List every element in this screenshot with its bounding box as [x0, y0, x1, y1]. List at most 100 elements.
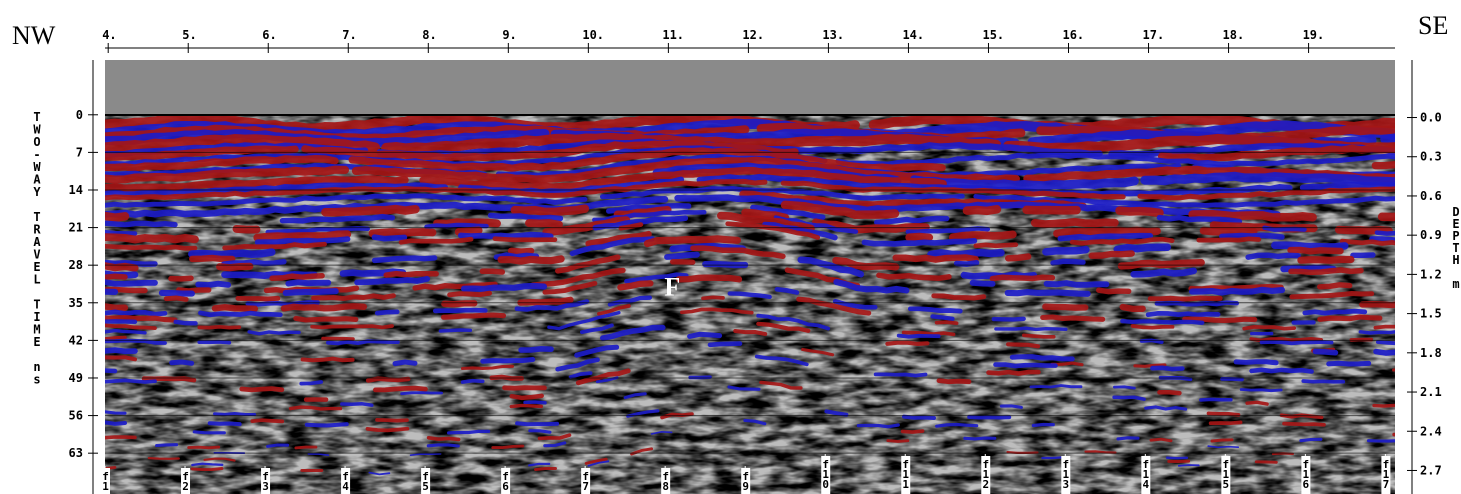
reflection: [296, 318, 356, 320]
y-tick-label: 21: [69, 221, 83, 235]
reflection: [1001, 406, 1021, 408]
reflection: [1320, 285, 1350, 287]
reflection: [189, 447, 219, 448]
y2-tick-label: 2.4: [1420, 424, 1442, 438]
reflection: [95, 289, 145, 291]
reflection: [1342, 241, 1432, 244]
reflection: [899, 336, 939, 337]
reflection: [461, 235, 551, 237]
reflection: [1382, 216, 1412, 217]
reflection: [1133, 326, 1173, 328]
reflection: [95, 312, 165, 315]
x-tick-label: 13.: [822, 28, 844, 42]
reflection: [1045, 307, 1085, 308]
reflection: [171, 278, 191, 279]
reflection: [858, 425, 898, 427]
marker-label: f6: [499, 470, 512, 490]
reflection: [95, 321, 135, 322]
reflection: [673, 262, 693, 263]
reflection: [249, 332, 299, 334]
marker-label: f14: [1139, 458, 1152, 488]
reflection: [939, 381, 969, 382]
marker-label: f10: [819, 458, 832, 488]
reflection: [286, 291, 336, 293]
reflection: [1211, 422, 1241, 423]
reflection: [1377, 233, 1407, 234]
reflection: [511, 251, 531, 252]
reflection: [953, 234, 1013, 237]
reflection: [521, 349, 551, 350]
reflection: [284, 306, 364, 308]
reflection: [312, 326, 392, 327]
reflection: [1043, 317, 1103, 319]
marker-label: f15: [1219, 458, 1232, 488]
y-tick-label: 28: [69, 258, 83, 272]
reflection: [1394, 369, 1424, 370]
reflection: [252, 420, 282, 421]
reflection: [530, 431, 550, 433]
reflection: [95, 371, 115, 372]
reflection: [323, 339, 353, 340]
y2-tick-label: 1.8: [1420, 346, 1442, 360]
y-tick-label: 49: [69, 371, 83, 385]
reflection: [157, 445, 177, 446]
reflection: [1301, 439, 1321, 440]
y2-tick-label: 0.6: [1420, 189, 1442, 203]
reflection: [1060, 236, 1150, 239]
reflection: [969, 417, 1009, 418]
marker-label: f16: [1299, 458, 1312, 488]
reflection: [192, 464, 222, 465]
reflection: [483, 360, 533, 362]
reflection: [1329, 363, 1369, 364]
reflection: [914, 180, 1134, 186]
reflection: [268, 445, 288, 446]
marker-label: f1: [99, 470, 112, 490]
reflection: [215, 414, 255, 415]
reflection: [525, 402, 545, 403]
reflection: [225, 244, 325, 248]
y2-tick-label: 2.7: [1420, 463, 1442, 477]
marker-label: f12: [979, 458, 992, 488]
annotation: F: [664, 273, 680, 302]
reflection: [1123, 307, 1143, 309]
y2-tick-label: 1.5: [1420, 307, 1442, 321]
reflection: [933, 316, 953, 318]
reflection: [1122, 321, 1202, 323]
reflection: [307, 424, 347, 425]
y2-axis-title: DEPTH m: [1449, 205, 1461, 289]
reflection: [386, 274, 436, 275]
reflection: [342, 404, 372, 405]
reflection: [536, 469, 556, 470]
reflection: [667, 255, 697, 257]
reflection: [1360, 331, 1420, 333]
reflection: [1315, 351, 1335, 352]
reflection: [994, 319, 1024, 320]
reflection: [1086, 451, 1116, 452]
reflection: [375, 388, 425, 390]
reflection: [296, 447, 316, 448]
reflection: [1284, 424, 1324, 425]
reflection: [493, 446, 523, 448]
reflection: [224, 262, 284, 264]
reflection: [1148, 313, 1218, 315]
reflection: [1114, 397, 1144, 399]
reflection: [1291, 250, 1341, 251]
reflection: [1031, 386, 1081, 388]
x-tick-label: 4.: [102, 28, 116, 42]
reflection: [200, 313, 280, 315]
reflection: [272, 276, 322, 279]
marker-label: f4: [339, 470, 352, 490]
reflection: [95, 282, 155, 284]
chart: NW SE TWO-WAY TRAVEL TIME ns DEPTH m 071…: [0, 0, 1461, 494]
reflection: [95, 292, 115, 293]
reflection: [1008, 344, 1038, 346]
reflection: [95, 223, 175, 225]
reflection: [429, 438, 459, 440]
reflection: [1241, 390, 1281, 391]
corner-label-right: SE: [1418, 11, 1448, 40]
reflection: [976, 245, 1016, 246]
reflection: [1292, 294, 1372, 297]
reflection: [95, 266, 135, 268]
reflection: [1275, 245, 1345, 247]
reflection: [95, 422, 125, 424]
